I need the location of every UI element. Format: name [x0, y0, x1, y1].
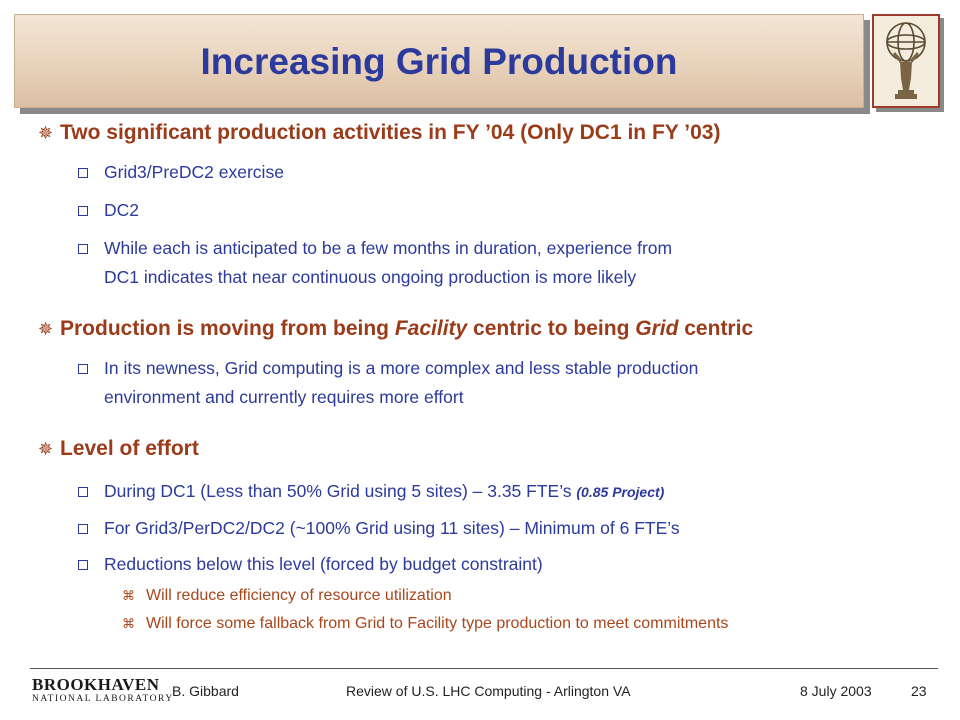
- sub-bullet-newness: In its newness, Grid computing is a more…: [78, 354, 918, 412]
- sub-bullet-grid3-effort: For Grid3/PerDC2/DC2 (~100% Grid using 1…: [78, 514, 918, 543]
- sub-sub-bullet-fallback: ⌘ Will force some fallback from Grid to F…: [122, 613, 942, 635]
- atlas-statue-icon: [886, 22, 926, 99]
- bullet-text-part3: centric: [678, 317, 754, 340]
- hollow-square-icon: [78, 364, 88, 374]
- sub-sub-bullet-efficiency: ⌘ Will reduce efficiency of resource util…: [122, 585, 942, 607]
- bullet-text-part2: centric to being: [467, 317, 636, 340]
- bullet-text-part1: Production is moving from being: [60, 317, 395, 340]
- logo-main-text: BROOKHAVEN: [32, 675, 160, 694]
- footer-date: 8 July 2003: [800, 683, 872, 699]
- footer-page-number: 23: [911, 683, 927, 699]
- cross-mark-icon: ⌘: [122, 616, 135, 631]
- cross-mark-icon: ⌘: [122, 588, 135, 603]
- sub-bullet-text-line1: While each is anticipated to be a few mo…: [104, 238, 673, 258]
- bullet-production-activities: ✵ Two significant production activities i…: [38, 121, 938, 145]
- hollow-square-icon: [78, 168, 88, 178]
- hollow-square-icon: [78, 244, 88, 254]
- sub-bullet-grid3: Grid3/PreDC2 exercise: [78, 158, 918, 187]
- bullet-facility-to-grid: ✵ Production is moving from being Facilit…: [38, 317, 938, 341]
- project-note: (0.85 Project): [576, 484, 665, 500]
- sub-bullet-dc2: DC2: [78, 196, 918, 225]
- atlas-logo: [872, 14, 940, 108]
- star-bullet-icon: ✵: [38, 123, 54, 143]
- footer-divider: [30, 668, 938, 669]
- footer-event: Review of U.S. LHC Computing - Arlington…: [346, 683, 631, 699]
- sub-bullet-text-line1: In its newness, Grid computing is a more…: [104, 358, 699, 378]
- sub-sub-bullet-text: Will force some fallback from Grid to Fa…: [146, 615, 729, 632]
- sub-bullet-text: For Grid3/PerDC2/DC2 (~100% Grid using 1…: [104, 518, 680, 538]
- hollow-square-icon: [78, 560, 88, 570]
- bullet-italic-grid: Grid: [635, 317, 679, 340]
- bullet-level-of-effort: ✵ Level of effort: [38, 437, 938, 461]
- sub-bullet-duration: While each is anticipated to be a few mo…: [78, 234, 918, 292]
- bullet-text: Level of effort: [60, 437, 199, 460]
- star-bullet-icon: ✵: [38, 319, 54, 339]
- sub-bullet-dc1-effort: During DC1 (Less than 50% Grid using 5 s…: [78, 477, 918, 507]
- hollow-square-icon: [78, 206, 88, 216]
- star-bullet-icon: ✵: [38, 439, 54, 459]
- bullet-italic-facility: Facility: [394, 317, 468, 340]
- sub-bullet-text-line2: DC1 indicates that near continuous ongoi…: [104, 267, 637, 287]
- bullet-text: Two significant production activities in…: [60, 121, 721, 144]
- hollow-square-icon: [78, 487, 88, 497]
- title-banner: Increasing Grid Production: [14, 14, 864, 108]
- brookhaven-logo: BROOKHAVEN NATIONAL LABORATORY: [32, 676, 174, 705]
- sub-bullet-text: Grid3/PreDC2 exercise: [104, 162, 284, 182]
- slide-title: Increasing Grid Production: [200, 41, 678, 82]
- hollow-square-icon: [78, 524, 88, 534]
- sub-bullet-text: DC2: [104, 200, 140, 220]
- footer-author: B. Gibbard: [172, 683, 239, 699]
- sub-bullet-text: Reductions below this level (forced by b…: [104, 554, 543, 574]
- sub-bullet-text-line2: environment and currently requires more …: [104, 387, 464, 407]
- sub-sub-bullet-text: Will reduce efficiency of resource utili…: [146, 587, 452, 604]
- sub-bullet-reductions: Reductions below this level (forced by b…: [78, 550, 918, 579]
- logo-sub-text: NATIONAL LABORATORY: [32, 694, 174, 704]
- sub-bullet-text: During DC1 (Less than 50% Grid using 5 s…: [104, 481, 577, 501]
